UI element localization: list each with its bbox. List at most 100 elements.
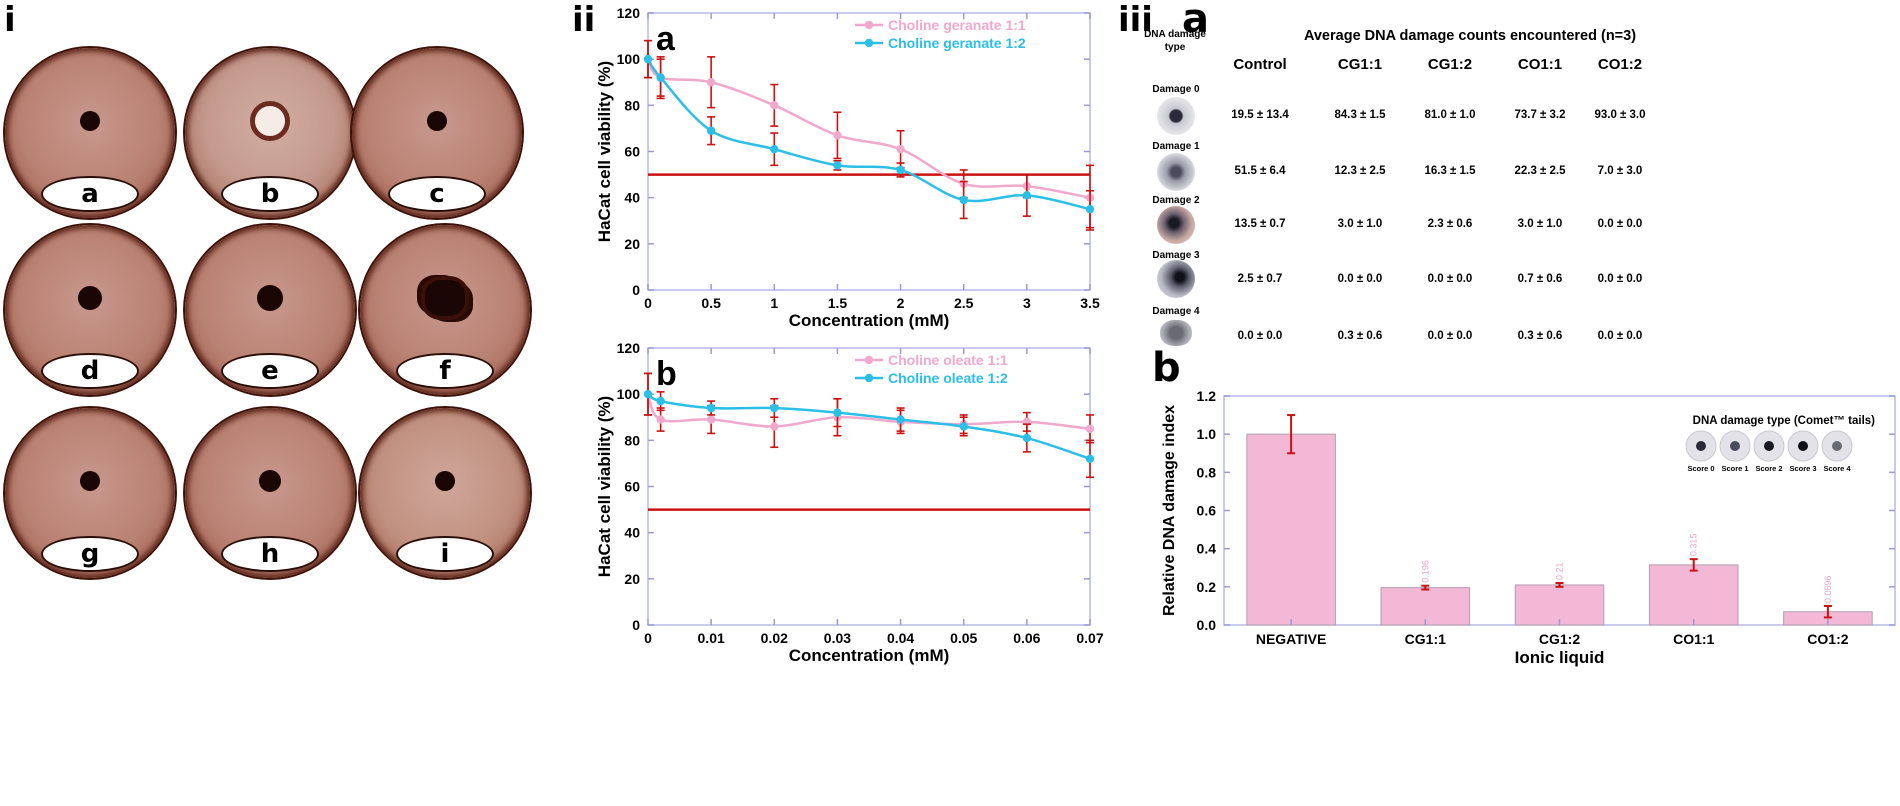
- y-tick-label: 1.0: [1197, 426, 1217, 442]
- legend-marker: [864, 38, 874, 48]
- table-cell: 0.0 ± 0.0: [1597, 273, 1643, 285]
- y-tick-label: 80: [624, 432, 640, 448]
- table-title: Average DNA damage counts encountered (n…: [1303, 28, 1637, 44]
- y-tick-label: 20: [624, 236, 640, 252]
- row-label: Damage 2: [1152, 195, 1200, 206]
- data-point: [656, 415, 665, 424]
- dish-label: h: [221, 536, 319, 572]
- x-tick-label: CG1:2: [1539, 631, 1580, 647]
- table-cell: 0.0 ± 0.0: [1427, 273, 1473, 285]
- y-tick-label: 0.6: [1197, 503, 1217, 519]
- y-axis-label: Relative DNA damage index: [1161, 405, 1178, 616]
- y-axis-label: HaCat cell viability (%): [595, 396, 614, 577]
- data-point: [1085, 205, 1095, 214]
- data-point: [706, 415, 716, 424]
- data-label: 0.196: [1420, 560, 1430, 583]
- x-tick-label: 2: [897, 295, 905, 311]
- chart-title: a: [656, 20, 676, 58]
- panel-label-table-a: a: [1182, 0, 1209, 42]
- x-tick-label: 3: [1023, 295, 1031, 311]
- x-axis-label: Ionic liquid: [1515, 648, 1605, 667]
- inset-score-label: Score 1: [1721, 464, 1748, 473]
- data-point: [833, 161, 842, 170]
- inhibition-spot: [78, 286, 102, 311]
- table-cell: 2.5 ± 0.7: [1237, 273, 1283, 285]
- column-header: CG1:1: [1337, 56, 1383, 73]
- legend-marker: [864, 373, 874, 383]
- table-cell: 0.3 ± 0.6: [1517, 330, 1563, 342]
- comet-score-3-icon: [1157, 260, 1195, 298]
- table-cell: 7.0 ± 3.0: [1597, 165, 1643, 177]
- dish-label: g: [41, 536, 139, 572]
- x-tick-label: 0.04: [887, 630, 914, 646]
- legend-label: Choline oleate 1:2: [888, 370, 1008, 386]
- data-point: [959, 422, 968, 431]
- plot-frame: [647, 347, 1091, 626]
- inset-score-label: Score 2: [1755, 464, 1782, 473]
- comet-score-4-icon: [1160, 320, 1192, 346]
- dish-label: c: [388, 176, 486, 212]
- row-label: Damage 4: [1152, 306, 1200, 317]
- legend-label: Choline oleate 1:1: [888, 352, 1008, 368]
- x-tick-label: 1: [770, 295, 778, 311]
- table-cell: 51.5 ± 6.4: [1234, 165, 1286, 177]
- comet-score-1-icon: [1157, 153, 1195, 191]
- data-point: [1022, 433, 1032, 443]
- legend-label: Choline geranate 1:1: [888, 17, 1026, 33]
- y-tick-label: 80: [624, 97, 640, 113]
- y-tick-label: 40: [624, 190, 640, 206]
- y-tick-label: 0.2: [1197, 579, 1217, 595]
- data-label: 0.315: [1689, 534, 1699, 557]
- comet-score-2-icon: [1157, 206, 1195, 244]
- petri-dish: g: [5, 408, 175, 578]
- viability-chart-b: 0 20 40 60 80 100 120 0 0.01 0.02 0.03 0.04 0.05 0.06…: [595, 340, 1104, 665]
- petri-dish: i: [360, 408, 530, 578]
- y-tick-label: 120: [617, 340, 641, 356]
- comet-head-icon: [1798, 441, 1808, 451]
- bar: [1380, 587, 1471, 626]
- comet-head-icon: [1764, 441, 1774, 451]
- panel-label-bar-b: b: [1152, 345, 1181, 391]
- row-label: Damage 0: [1152, 84, 1200, 95]
- x-tick-label: 3.5: [1080, 295, 1100, 311]
- column-header: Control: [1233, 56, 1287, 73]
- data-point: [643, 389, 653, 399]
- viability-chart-a: 0 20 40 60 80 100 120 0 0.5 1 1.5 2 2.5 3 3.5 Choline g…: [595, 5, 1100, 330]
- y-tick-label: 0: [632, 282, 640, 298]
- data-point: [770, 403, 779, 413]
- data-point: [656, 396, 665, 406]
- table-cell: 3.0 ± 1.0: [1337, 218, 1383, 230]
- y-tick-label: 60: [624, 144, 640, 160]
- row-label: Damage 3: [1152, 250, 1200, 261]
- x-tick-label: 0.07: [1076, 630, 1103, 646]
- y-tick-label: 60: [624, 479, 640, 495]
- table-cell: 0.3 ± 0.6: [1337, 330, 1383, 342]
- petri-dish-grid: a b c d e f g h i: [0, 0, 550, 806]
- x-tick-label: 0: [644, 630, 652, 646]
- inhibition-spot: [259, 470, 281, 493]
- x-tick-label: CO1:1: [1673, 631, 1714, 647]
- y-tick-label: 120: [617, 5, 641, 21]
- x-tick-label: 0.06: [1013, 630, 1040, 646]
- data-label: 0.0696: [1823, 575, 1833, 603]
- table-cell: 3.0 ± 1.0: [1517, 218, 1563, 230]
- data-point: [770, 422, 779, 431]
- x-tick-label: 0.02: [761, 630, 788, 646]
- table-cell: 13.5 ± 0.7: [1234, 218, 1286, 230]
- table-cell: 0.0 ± 0.0: [1597, 218, 1643, 230]
- table-cell: 0.0 ± 0.0: [1237, 330, 1283, 342]
- table-cell: 19.5 ± 13.4: [1231, 109, 1289, 121]
- data-point: [770, 101, 779, 110]
- inset-score-label: Score 4: [1823, 464, 1851, 473]
- petri-dish: e: [185, 225, 355, 395]
- data-point: [896, 144, 905, 154]
- data-point: [896, 415, 905, 424]
- y-tick-label: 0.0: [1197, 617, 1217, 633]
- data-point: [1085, 454, 1095, 463]
- bar: [1648, 564, 1739, 626]
- table-cell: 0.7 ± 0.6: [1517, 273, 1563, 285]
- data-point: [896, 165, 905, 175]
- x-tick-label: CO1:2: [1807, 631, 1848, 647]
- inhibition-spot: [427, 111, 447, 132]
- bar: [1246, 433, 1336, 626]
